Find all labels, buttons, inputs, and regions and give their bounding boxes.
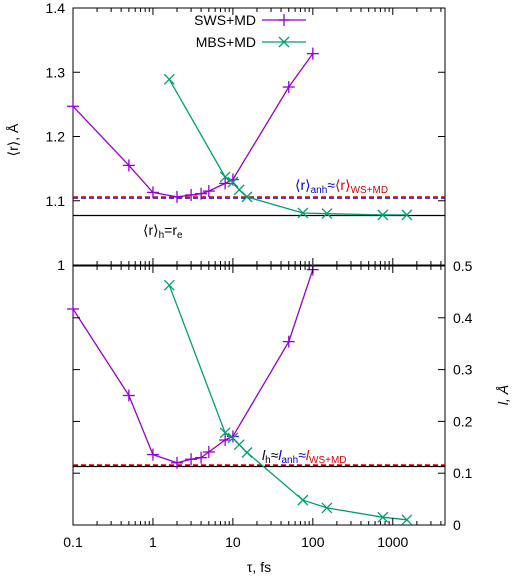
lower-y-tick-label: 0.4 [453,310,473,326]
lower-y-axis-label: l, Å [495,385,511,405]
upper-panel: 1 1.1 1.2 1.3 1.4 ⟨r⟩, Å SWS+MD MBS+MD ⟨r⟩h=… [5,0,446,273]
x-tick-label: 10 [225,534,241,550]
lower-data-point-mbs [219,427,231,439]
upper-y-tick-label: 1.1 [46,193,66,209]
x-axis-label: τ, fs [247,559,271,575]
lower-series [67,263,413,526]
upper-y-tick-label: 1.4 [46,0,66,16]
lower-y-tick-label: 0.1 [453,465,473,481]
upper-data-point-mbs [297,207,309,219]
upper-data-point-sws [171,190,184,203]
legend-marker-mbs [278,36,290,48]
upper-data-point-mbs [163,73,175,85]
upper-series [67,47,413,221]
x-tick-label: 1 [149,534,157,550]
upper-data-point-sws [202,185,215,198]
lower-data-point-mbs [377,511,389,523]
upper-data-point-sws [306,47,319,60]
upper-data-point-mbs [401,209,413,221]
upper-data-point-sws [122,159,135,172]
lower-data-point-mbs [241,447,253,458]
upper-y-tick-label: 1.2 [46,129,66,145]
lower-y-tick-label: 0.5 [453,258,473,274]
upper-x-ticks [72,8,442,265]
upper-data-point-sws [195,187,208,200]
lower-data-point-sws [146,448,159,461]
x-tick-label: 100 [301,534,325,550]
upper-data-point-sws [146,186,159,199]
lower-y-ticks: 0 0.1 0.2 0.3 0.4 0.5 [73,258,473,533]
upper-y-tick-label: 1 [57,257,65,273]
upper-data-point-sws [185,188,198,201]
annotation-length-equivalence: lh≈lanh≈lWS+MD [262,447,347,466]
upper-data-point-mbs [321,208,333,220]
lower-data-point-mbs [297,494,309,506]
legend-label-sws: SWS+MD [194,12,256,28]
lower-y-tick-label: 0.2 [453,413,473,429]
lower-data-point-sws [122,389,135,402]
upper-y-axis-label: ⟨r⟩, Å [5,123,21,156]
lower-y-tick-label: 0 [453,517,461,533]
lower-data-point-sws [202,445,215,458]
legend-marker-sws [278,14,290,26]
lower-data-point-sws [171,456,184,469]
upper-data-point-sws [67,100,79,113]
lower-data-point-sws [282,335,295,348]
x-tick-label: 0.1 [63,534,83,550]
lower-data-point-mbs [321,502,333,514]
lower-panel: 0 0.1 0.2 0.3 0.4 0.5 0.1 1 10 100 1000 l, Å τ, f… [63,258,511,575]
x-tick-label: 1000 [377,534,408,550]
upper-data-point-mbs [241,191,253,203]
lower-data-point-mbs [163,279,175,291]
lower-data-point-sws [67,302,79,315]
lower-reference-lines [73,464,445,468]
upper-data-point-sws [219,177,232,190]
upper-data-point-mbs [219,171,231,183]
lower-x-ticks: 0.1 1 10 100 1000 [63,266,442,550]
upper-data-point-mbs [227,176,239,188]
legend: SWS+MD MBS+MD [194,12,306,50]
annotation-harmonic-r: ⟨r⟩h=re [143,222,183,241]
lower-data-point-sws [185,453,198,466]
upper-data-point-mbs [377,209,389,221]
lower-data-point-mbs [401,514,413,526]
upper-y-tick-label: 1.3 [46,64,66,80]
lower-data-point-sws [195,451,208,464]
lower-y-tick-label: 0.3 [453,362,473,378]
annotation-anharmonic-r: ⟨r⟩anh≈⟨r⟩WS+MD [295,177,388,196]
legend-label-mbs: MBS+MD [196,34,256,50]
lower-data-point-sws [219,434,232,447]
lower-plot-frame [72,265,446,526]
upper-y-ticks: 1 1.1 1.2 1.3 1.4 [46,0,445,273]
upper-data-point-sws [282,81,295,94]
